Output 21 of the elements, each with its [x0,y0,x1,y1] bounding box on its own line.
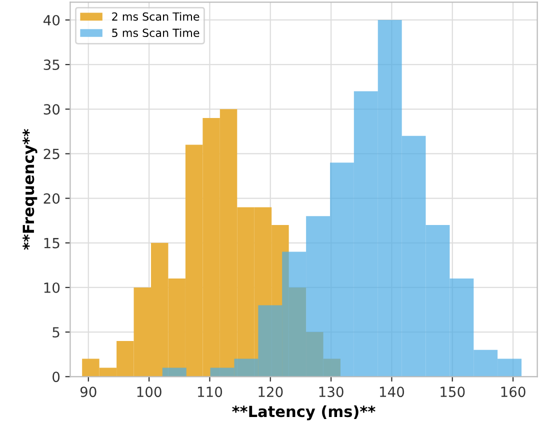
y-tick-label: 40 [43,14,60,26]
x-tick-label: 90 [80,386,96,398]
x-tick-label: 130 [319,386,344,398]
y-tick-label: 30 [44,104,60,115]
y-tick-label: 25 [44,148,60,160]
x-tick-label: 120 [258,386,283,398]
legend-label: 5 ms Scan Time [112,28,200,38]
x-tick-label: 160 [501,386,526,398]
x-tick-label: 140 [380,386,404,398]
x-tick-label: 110 [198,386,222,398]
y-tick-label: 10 [44,282,60,293]
y-axis-title: **Frequency** [22,129,38,250]
y-tick-label: 35 [44,60,60,70]
x-axis-title: **Latency (ms)** [232,405,376,420]
y-tick-label: 20 [44,193,60,204]
y-tick-label: 0 [52,372,60,382]
y-tick-label: 15 [44,238,60,248]
legend-label: 2 ms Scan Time [112,12,200,21]
x-tick-label: 100 [137,386,162,398]
y-tick-label: 5 [52,327,60,338]
x-tick-label: 150 [440,386,465,398]
